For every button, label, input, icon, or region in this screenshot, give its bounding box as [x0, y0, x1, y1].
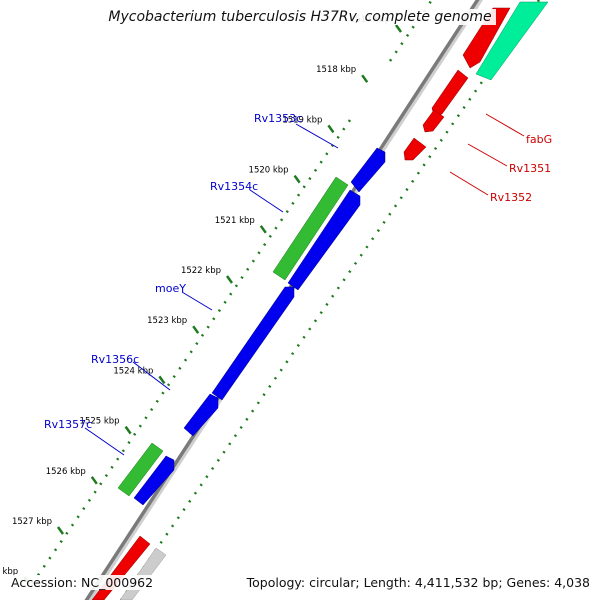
- gene-rv1356c-feature[interactable]: [183, 393, 219, 437]
- inner-dotted-guide: [119, 0, 541, 600]
- gene-label-moey[interactable]: moeY: [155, 282, 186, 295]
- scale-tick-label: 1519 kbp: [282, 115, 322, 125]
- scale-tick-mark: [225, 275, 234, 284]
- scale-tick-label: 1522 kbp: [181, 266, 221, 276]
- scale-tick-mark: [394, 24, 403, 33]
- genome-summary-text: Topology: circular; Length: 4,411,532 bp…: [244, 575, 592, 590]
- gene-rv1357c-feature[interactable]: [133, 455, 175, 506]
- accession-text: Accession: NC_000962: [9, 575, 156, 590]
- scale-tick-label: 1520 kbp: [249, 166, 289, 176]
- gene-label-rv1354c[interactable]: Rv1354c: [210, 180, 258, 193]
- gene-label-rv1356c[interactable]: Rv1356c: [91, 353, 139, 366]
- gene-rv1357c-rna-feature[interactable]: [117, 442, 164, 497]
- gene-moey-feature[interactable]: [211, 286, 295, 401]
- genome-title: Mycobacterium tuberculosis H37Rv, comple…: [0, 9, 600, 25]
- gene-rv1354c-cds-feature[interactable]: [287, 189, 361, 291]
- gene-rv1351-feature[interactable]: [422, 109, 445, 133]
- scale-tick-label: 1525 kbp: [80, 417, 120, 427]
- gene-rv1354c-feature[interactable]: [272, 176, 349, 281]
- scale-tick-mark: [361, 74, 369, 83]
- scale-tick-mark: [124, 425, 132, 435]
- scale-tick-label: 1524 kbp: [113, 366, 153, 376]
- scale-tick-mark: [327, 124, 335, 134]
- gene-label-rv1352[interactable]: Rv1352: [490, 191, 532, 204]
- scale-tick-label: 1527 kbp: [12, 517, 52, 527]
- scale-tick-label: 1526 kbp: [46, 467, 86, 477]
- gene-label-rv1357c[interactable]: Rv1357c: [44, 418, 92, 431]
- gene-fabg-feature[interactable]: [431, 69, 469, 117]
- scale-tick-label: 1528 kbp: [0, 567, 18, 577]
- outer-dotted-guide: [26, 119, 352, 591]
- scale-tick-mark: [90, 476, 98, 485]
- scale-tick-mark: [293, 174, 301, 184]
- scale-tick-mark: [192, 325, 200, 334]
- scale-tick-label: 1518 kbp: [316, 65, 356, 75]
- scale-tick-mark: [158, 375, 166, 385]
- gene-label-rv1353c[interactable]: Rv1353c: [254, 112, 302, 125]
- scale-tick-mark: [259, 225, 267, 234]
- gene-label-fabg[interactable]: fabG: [526, 133, 552, 146]
- scale-tick-label: 1521 kbp: [215, 216, 255, 226]
- gene-rv1353c-feature[interactable]: [350, 147, 386, 193]
- label-connectors: [84, 113, 525, 456]
- gene-rv1350-rna-feature[interactable]: [475, 1, 549, 81]
- gene-labels: Rv1353c Rv1354c moeY Rv1356c Rv1357c fab…: [44, 112, 552, 431]
- scale-tick-label: 1523 kbp: [147, 316, 187, 326]
- gene-rv1352-feature[interactable]: [403, 137, 427, 161]
- scale-tick-mark: [56, 526, 65, 535]
- gene-label-rv1351[interactable]: Rv1351: [509, 162, 551, 175]
